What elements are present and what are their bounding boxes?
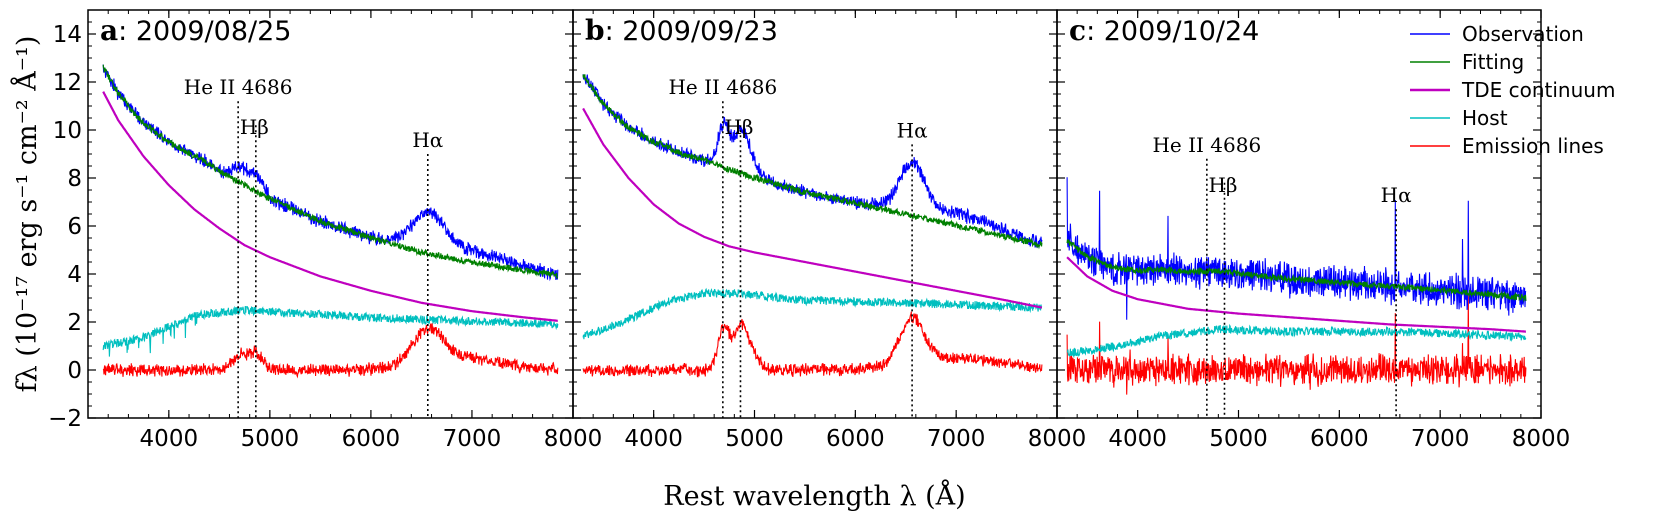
x-tick-label: 5000 — [1209, 426, 1268, 452]
x-tick-label: 4000 — [140, 426, 199, 452]
x-tick-label: 7000 — [1411, 426, 1470, 452]
panel-c: He II 4686 Hβ Hα 4000 5000 6000 7000 8000 c: 200… — [1056, 9, 1571, 452]
y-axis-label: fλ (10⁻¹⁷ erg s⁻¹ cm⁻² Å⁻¹) — [10, 36, 43, 393]
x-tick-label: 4000 — [624, 426, 683, 452]
x-tick-label: 7000 — [443, 426, 502, 452]
fitting-series — [582, 74, 1043, 250]
fitting-series — [102, 64, 559, 280]
legend-label: Emission lines — [1462, 134, 1604, 158]
y-tick-label: 14 — [53, 22, 82, 48]
x-tick-label: 5000 — [241, 426, 300, 452]
line-marker-label: He II 4686 — [184, 75, 293, 99]
y-tick-label: 2 — [67, 310, 82, 336]
x-tick-label: 8000 — [1028, 426, 1087, 452]
host-series — [1066, 323, 1527, 358]
legend: Observation Fitting TDE continuum Host Emiss… — [1410, 22, 1615, 158]
emission-lines-series — [582, 311, 1043, 378]
fitting-series — [1066, 239, 1527, 303]
y-tick-label: 6 — [67, 214, 82, 240]
x-tick-label: 5000 — [725, 426, 784, 452]
line-marker-label: Hα — [412, 128, 443, 152]
observation-series — [1066, 177, 1527, 320]
host-series — [582, 287, 1043, 340]
panel-b: He II 4686 Hβ Hα 4000 5000 6000 7000 8000 b: 200… — [572, 9, 1087, 452]
x-tick-label: 6000 — [1310, 426, 1369, 452]
observation-series — [102, 64, 559, 282]
line-marker-label: He II 4686 — [668, 75, 777, 99]
line-marker-label: Hβ — [240, 115, 269, 139]
panel-title: a: 2009/08/25 — [100, 14, 291, 47]
legend-label: Host — [1462, 106, 1508, 130]
x-tick-label: 4000 — [1108, 426, 1167, 452]
panel-title: c: 2009/10/24 — [1069, 14, 1259, 47]
panel-frame — [87, 9, 574, 419]
observation-series — [582, 74, 1043, 248]
line-marker-label: Hα — [897, 118, 928, 142]
line-marker-label: Hα — [1381, 183, 1412, 207]
x-tick-label: 8000 — [1512, 426, 1571, 452]
tde-continuum-series — [102, 91, 558, 322]
y-tick-label: 10 — [53, 118, 82, 144]
x-tick-label: 8000 — [544, 426, 603, 452]
y-tick-label: 4 — [67, 262, 82, 288]
x-axis-label: Rest wavelength λ (Å) — [663, 479, 965, 512]
tde-continuum-series — [582, 107, 1043, 309]
line-marker-label: He II 4686 — [1152, 133, 1261, 157]
legend-label: TDE continuum — [1461, 78, 1615, 102]
tde-continuum-series — [1066, 256, 1526, 333]
x-tick-label: 7000 — [927, 426, 986, 452]
legend-label: Observation — [1462, 22, 1584, 46]
x-tick-label: 6000 — [826, 426, 885, 452]
host-series — [102, 305, 559, 357]
line-marker-label: Hβ — [724, 115, 753, 139]
y-tick-label: 8 — [67, 166, 82, 192]
y-tick-label: 0 — [67, 358, 82, 384]
y-tick-label: 12 — [53, 70, 82, 96]
y-tick-label: −2 — [48, 406, 82, 432]
line-marker-label: Hβ — [1208, 173, 1237, 197]
panel-title: b: 2009/09/23 — [585, 14, 778, 47]
legend-label: Fitting — [1462, 50, 1524, 74]
panel-a: He II 4686 Hβ Hα 4000 5000 6000 7000 8000 −2 0 2 4 6… — [48, 9, 603, 452]
emission-lines-series — [102, 323, 559, 379]
emission-lines-series — [1066, 295, 1527, 395]
x-tick-label: 6000 — [342, 426, 401, 452]
